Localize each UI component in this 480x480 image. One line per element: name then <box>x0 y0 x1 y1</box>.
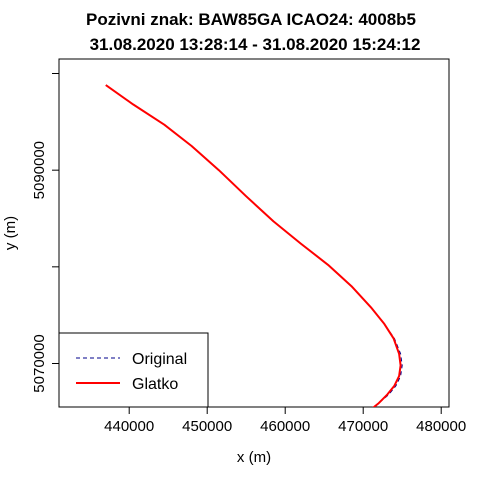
legend-label-glatko: Glatko <box>132 376 178 393</box>
legend: Original Glatko <box>58 332 209 408</box>
x-tick-label: 460000 <box>260 418 310 435</box>
x-axis-label: x (m) <box>237 449 271 466</box>
series-layer <box>105 84 403 407</box>
x-tick-label: 450000 <box>182 418 232 435</box>
y-axis-label: y (m) <box>2 216 19 250</box>
legend-box <box>58 332 209 408</box>
x-tick-label: 470000 <box>338 418 388 435</box>
legend-label-original: Original <box>132 351 187 368</box>
plot-frame <box>58 58 450 408</box>
chart-title-line1: Pozivni znak: BAW85GA ICAO24: 4008b5 <box>86 10 416 29</box>
x-tick-label: 480000 <box>416 418 466 435</box>
x-tick-label: 440000 <box>104 418 154 435</box>
y-tick-label: 5090000 <box>31 141 48 199</box>
series-line-glatko <box>105 84 402 407</box>
x-axis: 440000 450000 460000 470000 480000 <box>104 407 466 435</box>
y-tick-label: 5070000 <box>31 334 48 392</box>
y-axis: 5070000 5090000 <box>31 73 59 393</box>
chart-title-line2: 31.08.2020 13:28:14 - 31.08.2020 15:24:1… <box>90 35 421 54</box>
